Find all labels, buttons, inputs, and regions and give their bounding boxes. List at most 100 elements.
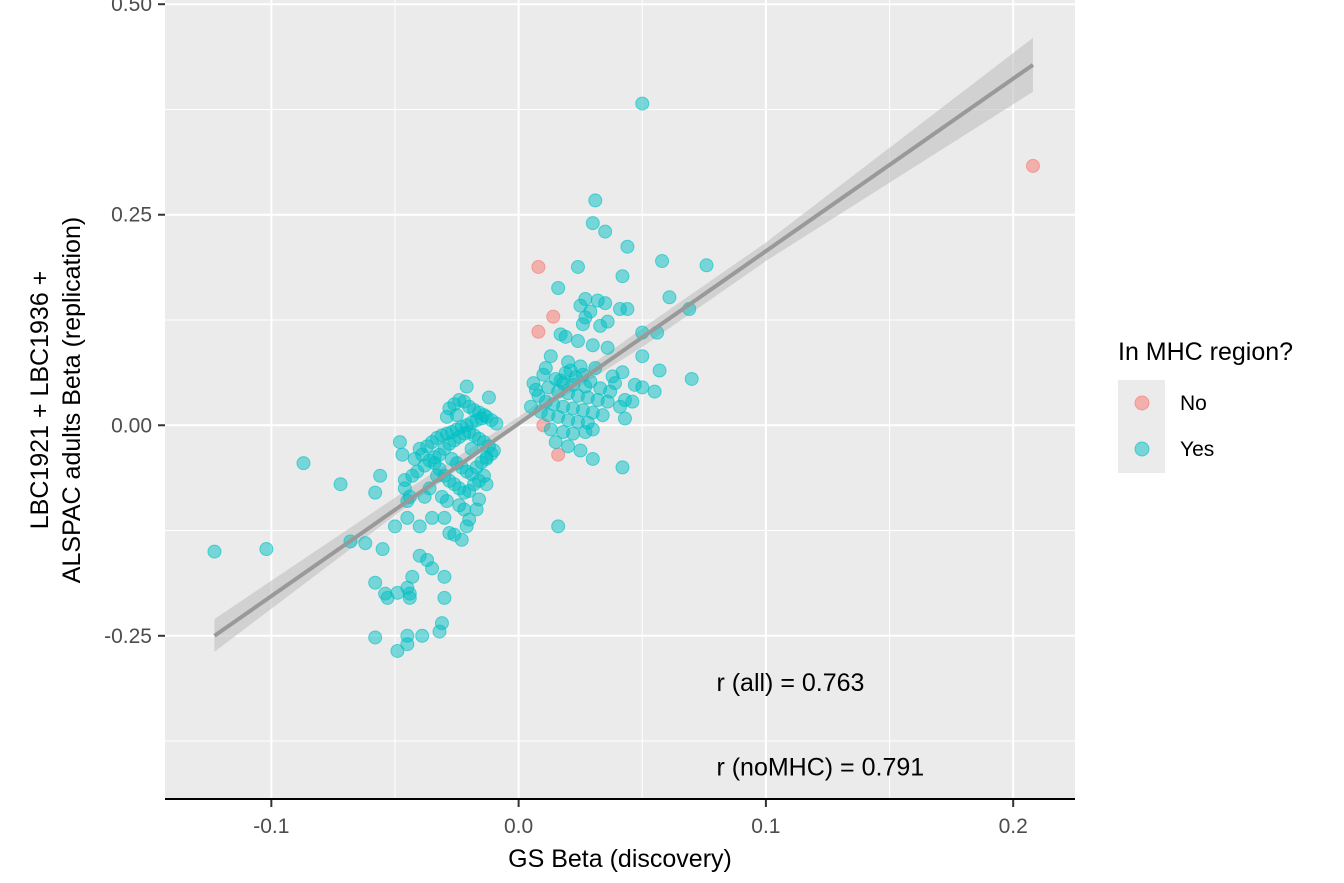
point-no [1025, 158, 1040, 173]
point-yes [333, 477, 348, 492]
point-yes [647, 384, 662, 399]
y-tick-label: 0.25 [111, 204, 152, 227]
point-yes [595, 408, 610, 423]
point-yes [635, 96, 650, 111]
x-tick-label: 0.1 [751, 815, 780, 838]
point-yes [615, 460, 630, 475]
point-yes [373, 468, 388, 483]
point-yes [617, 411, 632, 426]
point-yes [358, 536, 373, 551]
x-axis-title: GS Beta (discovery) [508, 845, 732, 873]
point-yes [613, 399, 627, 414]
annotation-1: r (noMHC) = 0.791 [716, 753, 924, 781]
confidence-band [214, 37, 1033, 652]
point-yes [543, 422, 558, 437]
point-yes [449, 408, 464, 423]
point-yes [620, 239, 635, 254]
point-yes [548, 435, 563, 450]
point-yes [655, 254, 670, 269]
y-tick-label: 0.50 [111, 0, 152, 16]
y-tick-label: -0.25 [104, 625, 152, 648]
point-yes [415, 447, 430, 462]
y-axis-ticks: -0.25 0.00 0.25 0.50 [104, 0, 165, 648]
point-yes [538, 361, 553, 375]
point-yes [457, 502, 472, 517]
legend-label-yes: Yes [1180, 438, 1214, 461]
point-yes [652, 363, 667, 378]
major-gridlines [165, 0, 1075, 800]
point-yes [437, 510, 452, 525]
point-yes [575, 317, 590, 332]
point-yes [600, 340, 615, 355]
point-yes [476, 408, 491, 423]
point-yes [593, 318, 608, 333]
minor-gridlines [165, 0, 1075, 800]
point-yes [635, 349, 650, 364]
point-yes [543, 349, 558, 364]
point-yes [425, 510, 440, 525]
annotations: r (all) = 0.763 r (noMHC) = 0.791 [716, 669, 924, 781]
y-axis-title-line-1: LBC1921 + LBC1936 + [26, 271, 54, 530]
point-yes [615, 269, 630, 284]
point-yes [684, 371, 699, 386]
point-yes [439, 494, 454, 509]
x-axis-ticks: -0.1 0.0 0.1 0.2 [253, 800, 1028, 838]
point-yes [402, 590, 417, 605]
point-yes [558, 329, 573, 344]
point-yes [561, 439, 576, 454]
point-yes [570, 334, 585, 349]
point-yes [437, 569, 452, 584]
point-yes [459, 379, 474, 394]
point-yes [531, 388, 546, 403]
point-yes [405, 569, 420, 584]
point-yes [390, 643, 405, 658]
point-yes [432, 624, 447, 639]
point-yes [620, 302, 635, 317]
point-yes [585, 338, 600, 353]
point-yes [585, 216, 600, 231]
point-yes [259, 542, 274, 557]
point-yes [415, 628, 430, 643]
point-yes [585, 422, 600, 437]
point-yes [395, 447, 410, 462]
point-yes [489, 416, 504, 431]
point-yes [608, 376, 623, 391]
point-yes [400, 510, 415, 525]
point-yes [662, 290, 677, 305]
point-yes [412, 519, 427, 534]
point-yes [570, 259, 585, 274]
confidence-band-area [214, 37, 1033, 652]
point-yes [588, 193, 603, 208]
point-yes [566, 426, 581, 441]
point-yes [368, 485, 383, 500]
point-yes [635, 380, 650, 395]
point-yes [375, 542, 390, 557]
annotation-0: r (all) = 0.763 [716, 669, 864, 697]
point-yes [472, 492, 487, 507]
point-no [546, 309, 561, 324]
x-tick-label: 0.0 [504, 815, 533, 838]
point-yes [573, 443, 588, 458]
point-yes [563, 363, 578, 378]
point-yes [296, 456, 311, 471]
data-points [207, 96, 1040, 658]
point-no [531, 259, 546, 274]
x-tick-label: -0.1 [253, 815, 289, 838]
legend-label-no: No [1180, 392, 1207, 415]
regression-line [213, 63, 1035, 638]
point-yes [598, 224, 613, 239]
point-yes [585, 451, 600, 466]
regression-line-path [213, 63, 1035, 638]
point-yes [625, 394, 640, 409]
point-yes [454, 532, 469, 547]
y-tick-label: 0.00 [111, 414, 152, 437]
legend-key-yes [1134, 441, 1150, 457]
point-yes [425, 561, 440, 576]
point-yes [392, 435, 407, 450]
point-yes [437, 590, 452, 605]
point-yes [368, 630, 383, 645]
legend: In MHC region? No Yes [1118, 338, 1293, 473]
point-yes [484, 446, 499, 461]
x-tick-label: 0.2 [999, 815, 1028, 838]
